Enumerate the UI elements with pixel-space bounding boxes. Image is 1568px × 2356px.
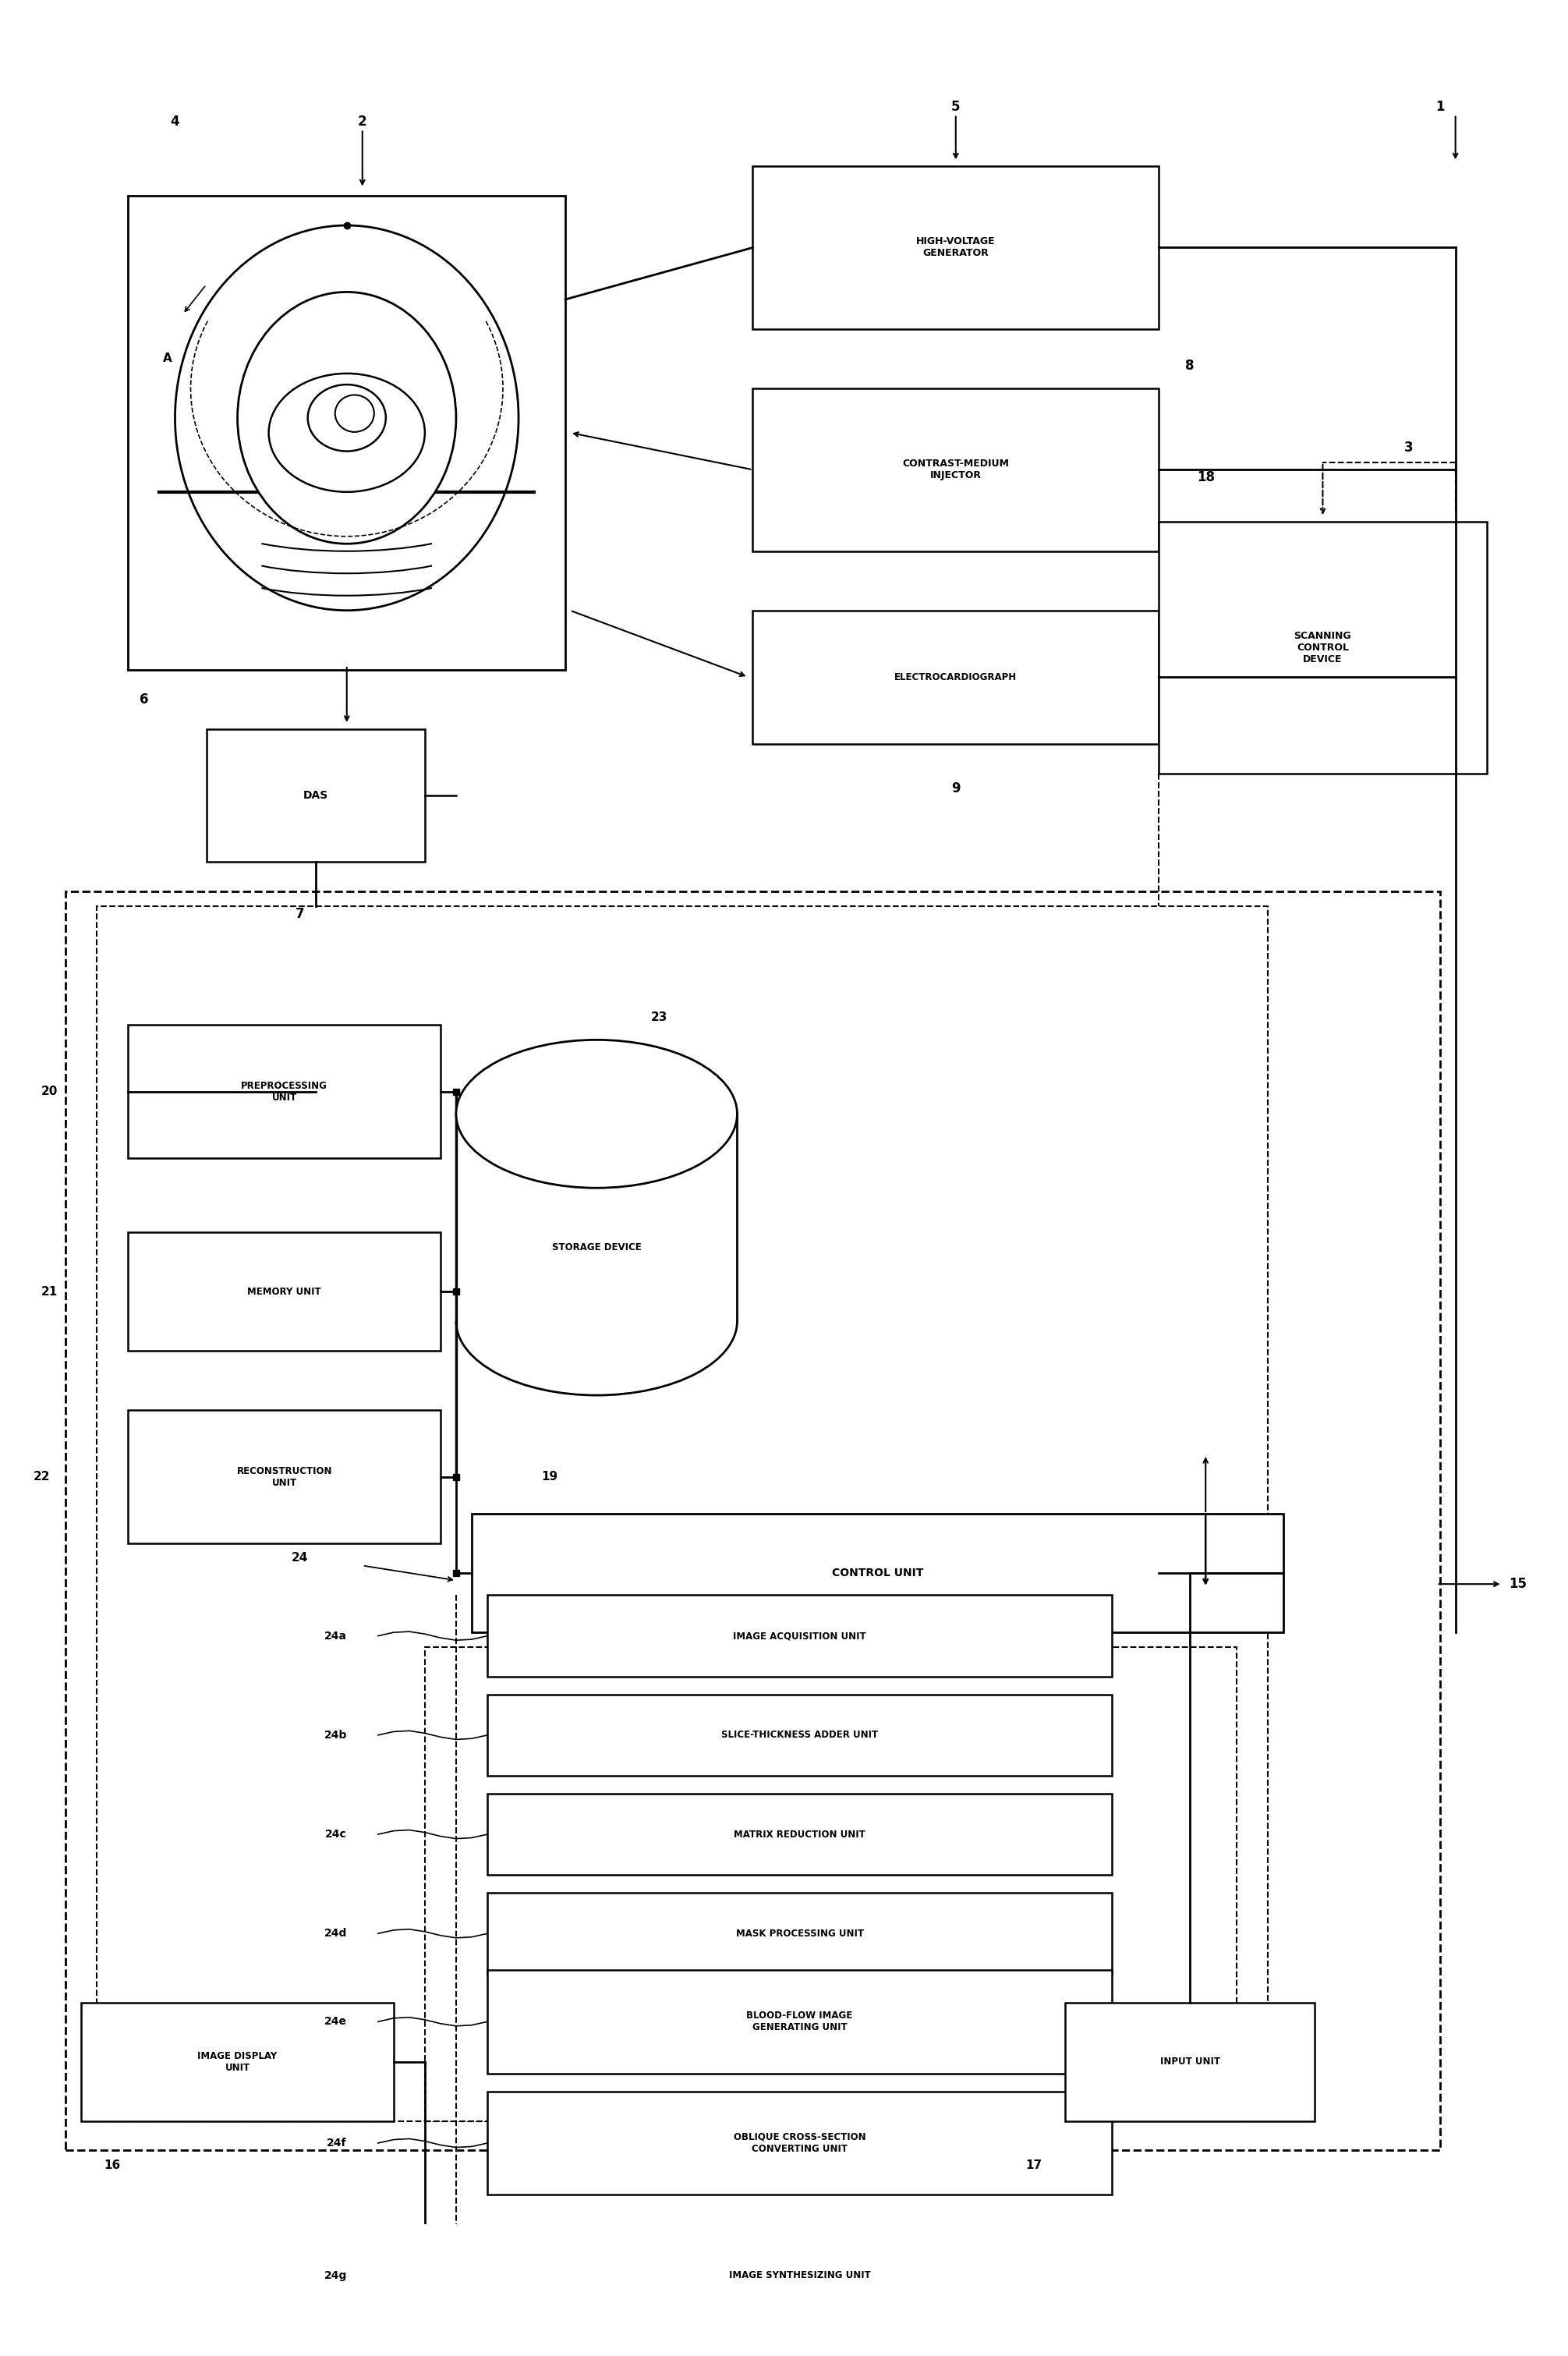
Text: IMAGE DISPLAY
UNIT: IMAGE DISPLAY UNIT (198, 2050, 278, 2073)
Bar (488, 1793, 1112, 1875)
Text: 16: 16 (103, 2160, 121, 2172)
Text: P: P (420, 353, 430, 365)
Text: 23: 23 (651, 1011, 668, 1023)
Bar (456, 1114, 737, 1322)
Bar (129, 1232, 441, 1350)
Bar (488, 1970, 1112, 2073)
Text: 9: 9 (952, 782, 960, 794)
Text: IMAGE SYNTHESIZING UNIT: IMAGE SYNTHESIZING UNIT (729, 2271, 870, 2281)
Text: SLICE-THICKNESS ADDER UNIT: SLICE-THICKNESS ADDER UNIT (721, 1729, 878, 1741)
Text: CONTRAST-MEDIUM
INJECTOR: CONTRAST-MEDIUM INJECTOR (903, 459, 1010, 481)
Bar (753, 167, 1159, 330)
Bar (129, 1025, 441, 1159)
Text: 24a: 24a (325, 1630, 347, 1642)
Bar (488, 1892, 1112, 1974)
Ellipse shape (268, 375, 425, 492)
Bar (66, 893, 1439, 2151)
Text: 7: 7 (295, 907, 304, 921)
Text: 21: 21 (41, 1286, 58, 1298)
Text: 24g: 24g (325, 2271, 347, 2281)
Bar (488, 2236, 1112, 2316)
Bar (753, 389, 1159, 551)
Ellipse shape (237, 292, 456, 544)
Bar (488, 1595, 1112, 1677)
Text: 24c: 24c (325, 1828, 347, 1840)
Text: IMAGE ACQUISITION UNIT: IMAGE ACQUISITION UNIT (734, 1630, 866, 1642)
Text: 6: 6 (140, 693, 149, 707)
Text: A: A (163, 353, 172, 365)
Text: 5: 5 (952, 99, 960, 113)
Ellipse shape (456, 1039, 737, 1187)
Text: INPUT UNIT: INPUT UNIT (1160, 2057, 1220, 2066)
Text: CONTROL UNIT: CONTROL UNIT (833, 1567, 924, 1579)
Text: 4: 4 (171, 115, 180, 130)
Text: 20: 20 (41, 1086, 58, 1098)
Bar (425, 1647, 1237, 2120)
Text: SCANNING
CONTROL
DEVICE: SCANNING CONTROL DEVICE (1294, 631, 1352, 664)
Text: DAS: DAS (303, 789, 328, 801)
Text: BLOOD-FLOW IMAGE
GENERATING UNIT: BLOOD-FLOW IMAGE GENERATING UNIT (746, 2010, 853, 2033)
Text: 24e: 24e (325, 2017, 347, 2026)
Bar (753, 610, 1159, 744)
Text: 8: 8 (1185, 358, 1195, 372)
Bar (1065, 2003, 1316, 2120)
Text: MATRIX REDUCTION UNIT: MATRIX REDUCTION UNIT (734, 1828, 866, 1840)
Text: OBLIQUE CROSS-SECTION
CONVERTING UNIT: OBLIQUE CROSS-SECTION CONVERTING UNIT (734, 2132, 866, 2153)
Text: 17: 17 (1025, 2160, 1043, 2172)
Bar (488, 2092, 1112, 2196)
Text: 1: 1 (1435, 99, 1444, 113)
Ellipse shape (307, 384, 386, 452)
Bar (97, 907, 1269, 2120)
Bar (129, 1409, 441, 1543)
Ellipse shape (176, 226, 519, 610)
Text: RECONSTRUCTION
UNIT: RECONSTRUCTION UNIT (237, 1465, 332, 1487)
Text: 24d: 24d (325, 1927, 347, 1939)
Text: STORAGE DEVICE: STORAGE DEVICE (552, 1242, 641, 1253)
Text: ELECTROCARDIOGRAPH: ELECTROCARDIOGRAPH (894, 671, 1018, 683)
Text: 24b: 24b (325, 1729, 347, 1741)
Bar (1159, 521, 1486, 773)
Text: 18: 18 (1196, 471, 1215, 483)
Bar (488, 2335, 1112, 2356)
Text: 2: 2 (358, 115, 367, 130)
Bar (82, 2003, 394, 2120)
Text: 24f: 24f (326, 2137, 347, 2149)
Text: 22: 22 (33, 1470, 50, 1482)
Text: MASK PROCESSING UNIT: MASK PROCESSING UNIT (735, 1930, 864, 1939)
Bar (488, 1694, 1112, 1776)
Ellipse shape (336, 396, 375, 431)
Text: 24: 24 (292, 1553, 309, 1564)
Bar (472, 1513, 1284, 1633)
Text: 15: 15 (1508, 1576, 1527, 1590)
Text: MEMORY UNIT: MEMORY UNIT (248, 1286, 321, 1296)
Text: 19: 19 (541, 1470, 558, 1482)
Bar (129, 196, 566, 669)
Bar (207, 728, 425, 862)
Text: 3: 3 (1403, 441, 1413, 455)
Text: PREPROCESSING
UNIT: PREPROCESSING UNIT (241, 1081, 328, 1103)
Text: HIGH-VOLTAGE
GENERATOR: HIGH-VOLTAGE GENERATOR (916, 236, 996, 259)
